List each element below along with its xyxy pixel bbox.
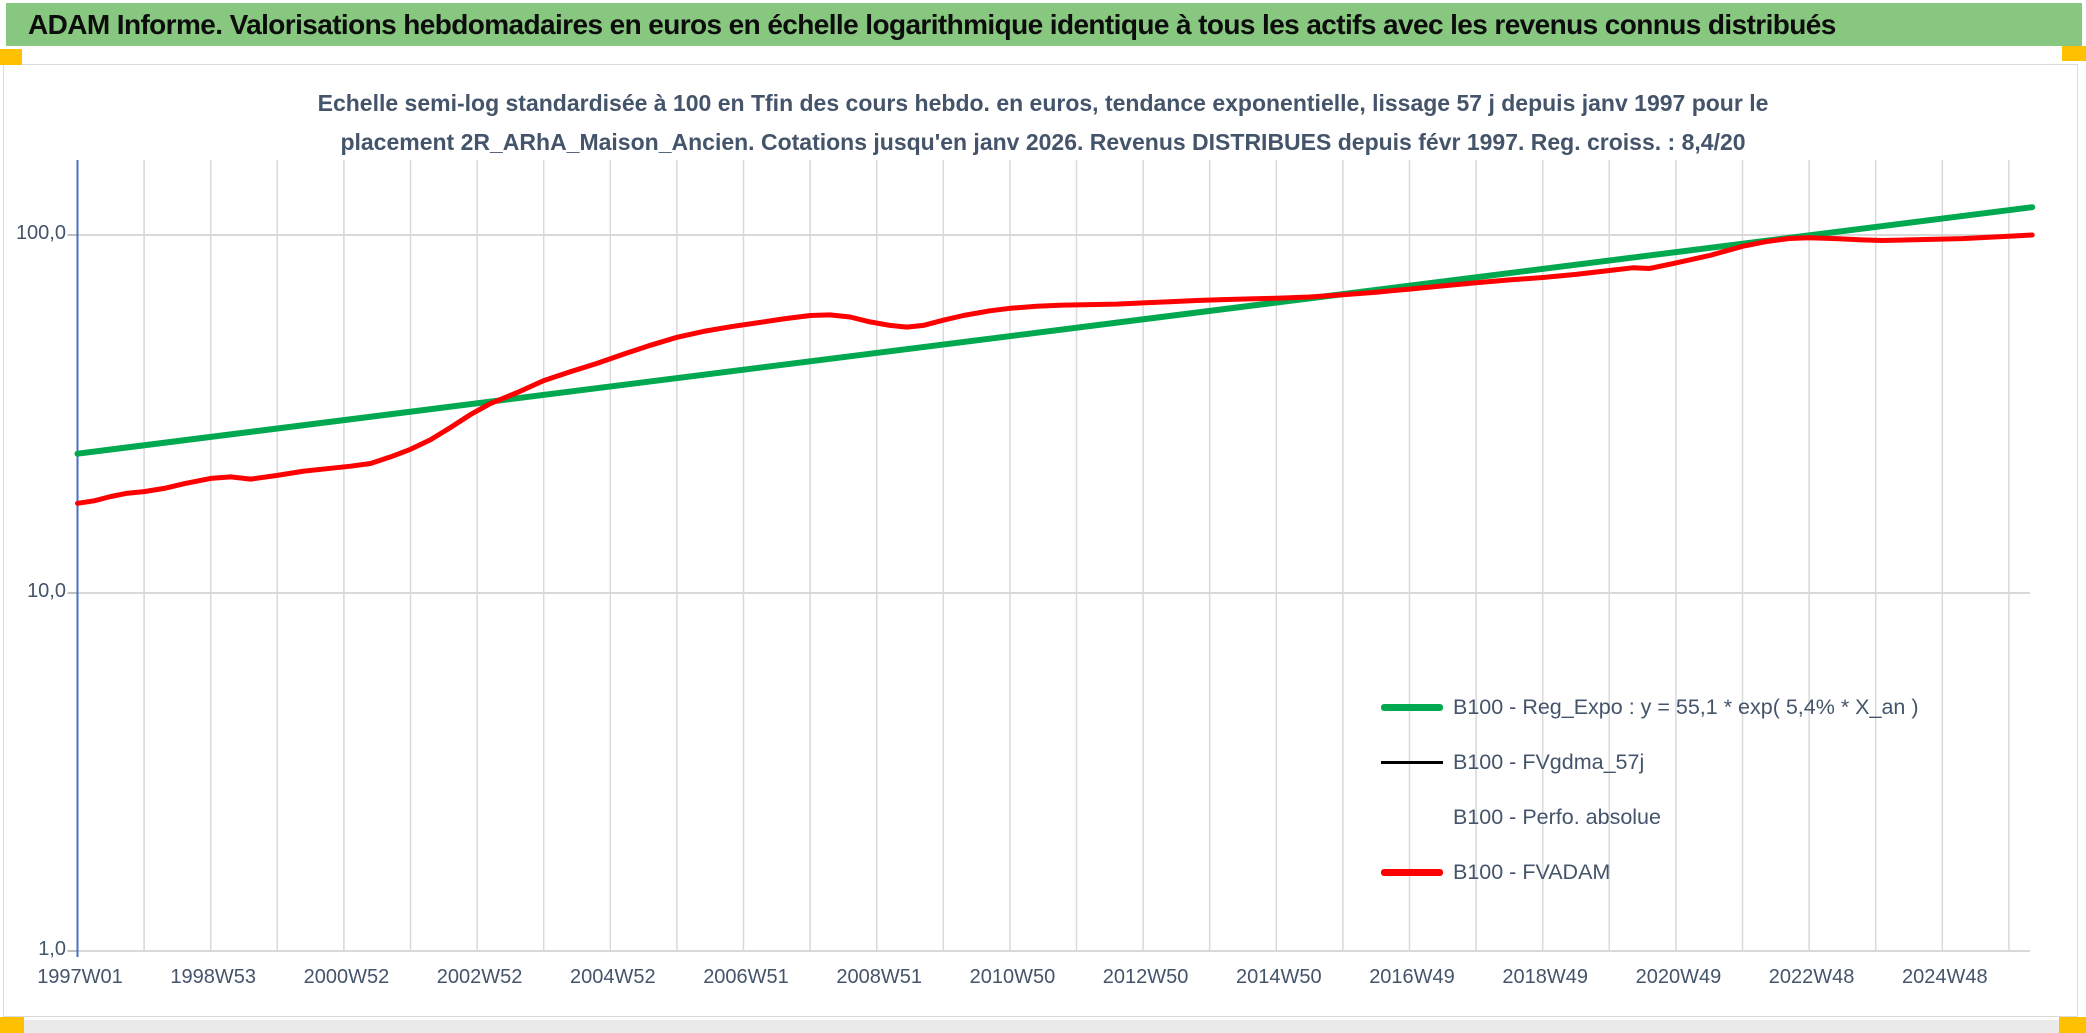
- y-tick-label: 10,0: [27, 580, 66, 602]
- legend-label: B100 - Reg_Expo : y = 55,1 * exp( 5,4% *…: [1453, 695, 1919, 719]
- x-tick-label: 2010W50: [969, 966, 1056, 988]
- chart-title-line-1: Echelle semi-log standardisée à 100 en T…: [317, 90, 1769, 116]
- x-tick-label: 2024W48: [1901, 966, 1988, 988]
- legend-label: B100 - Perfo. absolue: [1453, 805, 1661, 829]
- x-tick-label: 2002W52: [436, 966, 523, 988]
- x-tick-label: 2006W51: [703, 966, 789, 988]
- x-tick-label: 2022W48: [1768, 966, 1855, 988]
- x-tick-label: 2016W49: [1369, 966, 1455, 988]
- legend-item-perfo-absolue: B100 - Perfo. absolue: [1381, 790, 1919, 845]
- legend-item-fvgdma: B100 - FVgdma_57j: [1381, 735, 1919, 790]
- corner-marker-top-right: [2062, 46, 2086, 61]
- chart-legend: B100 - Reg_Expo : y = 55,1 * exp( 5,4% *…: [1381, 680, 1919, 900]
- x-tick-label: 2004W52: [569, 966, 656, 988]
- x-tick-label: 1997W01: [37, 966, 123, 988]
- corner-marker-bottom-left: [0, 1017, 24, 1033]
- x-tick-label: 2000W52: [303, 966, 390, 988]
- chart-title-line-2: placement 2R_ARhA_Maison_Ancien. Cotatio…: [340, 129, 1746, 155]
- legend-swatch-fvadam: [1381, 869, 1443, 876]
- legend-swatch-reg-expo: [1381, 704, 1443, 711]
- bottom-strip: [0, 1020, 2086, 1033]
- legend-label: B100 - FVADAM: [1453, 860, 1611, 884]
- legend-item-reg-expo: B100 - Reg_Expo : y = 55,1 * exp( 5,4% *…: [1381, 680, 1919, 735]
- y-tick-label: 1,0: [38, 938, 66, 960]
- series-b100-reg-expo: [74, 204, 2036, 457]
- legend-label: B100 - FVgdma_57j: [1453, 750, 1645, 774]
- y-tick-label: 100,0: [15, 222, 66, 244]
- x-tick-label: 2012W50: [1102, 966, 1189, 988]
- header-title: ADAM Informe. Valorisations hebdomadaire…: [28, 8, 1836, 40]
- x-tick-label: 2014W50: [1235, 966, 1322, 988]
- x-tick-label: 1998W53: [170, 966, 256, 988]
- x-tick-label: 2020W49: [1635, 966, 1722, 988]
- legend-item-fvadam: B100 - FVADAM: [1381, 845, 1919, 900]
- legend-swatch-perfo-absolue: [1381, 816, 1443, 819]
- chart-title: Echelle semi-log standardisée à 100 en T…: [0, 84, 2086, 162]
- header-bar: ADAM Informe. Valorisations hebdomadaire…: [6, 3, 2082, 46]
- chart-area: [3, 64, 2078, 1017]
- corner-marker-bottom-right: [2059, 1017, 2086, 1033]
- x-tick-label: 2008W51: [836, 966, 922, 988]
- legend-swatch-fvgdma: [1381, 761, 1443, 764]
- corner-marker-top-left: [0, 49, 22, 65]
- series-b100-fvadam: [75, 232, 2035, 506]
- x-tick-label: 2018W49: [1502, 966, 1588, 988]
